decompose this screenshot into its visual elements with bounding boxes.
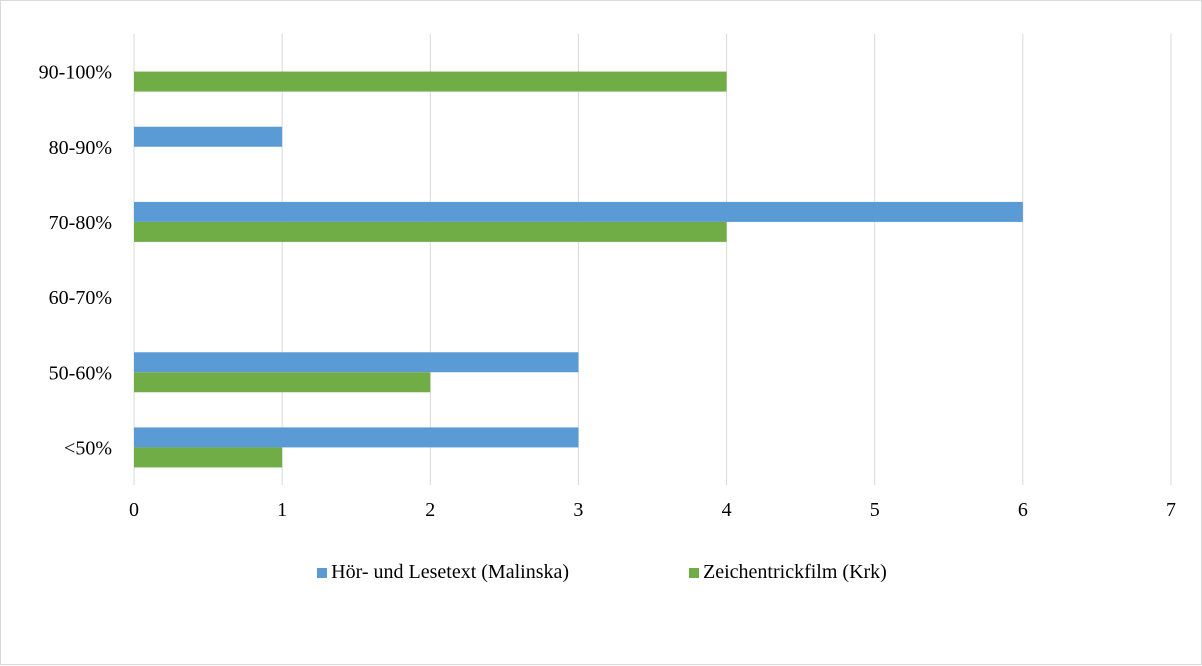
x-tick-label: 6 bbox=[1018, 499, 1028, 521]
y-axis-categories: <50% 50-60% 60-70% 70-80% 80-90% 90-100% bbox=[39, 62, 112, 460]
category-label: <50% bbox=[64, 437, 112, 459]
legend-item-series-1[interactable]: Hör- und Lesetext (Malinska) bbox=[317, 561, 569, 584]
x-tick-label: 1 bbox=[277, 499, 287, 521]
bar-series-2[interactable] bbox=[134, 71, 727, 92]
bar-series-1[interactable] bbox=[134, 201, 1023, 222]
x-axis-ticks: 0 1 2 3 4 5 6 7 bbox=[129, 499, 1176, 521]
x-tick-label: 3 bbox=[573, 499, 583, 521]
category-label: 70-80% bbox=[49, 212, 112, 234]
legend-item-series-2[interactable]: Zeichentrickfilm (Krk) bbox=[689, 561, 887, 584]
legend-label-series-2: Zeichentrickfilm (Krk) bbox=[703, 561, 887, 583]
bar-series-1[interactable] bbox=[134, 126, 283, 147]
category-label: 60-70% bbox=[49, 287, 112, 309]
category-label: 90-100% bbox=[39, 62, 112, 84]
bar-series-2[interactable] bbox=[134, 221, 727, 242]
x-tick-label: 7 bbox=[1166, 499, 1176, 521]
x-tick-label: 4 bbox=[722, 499, 732, 521]
category-label: 50-60% bbox=[49, 362, 112, 384]
legend-swatch-series-1 bbox=[317, 567, 328, 578]
bars bbox=[134, 71, 1023, 468]
x-tick-label: 2 bbox=[425, 499, 435, 521]
bar-series-2[interactable] bbox=[134, 447, 283, 468]
bar-series-2[interactable] bbox=[134, 372, 431, 393]
x-tick-label: 5 bbox=[870, 499, 880, 521]
legend: Hör- und Lesetext (Malinska) Zeichentric… bbox=[1, 561, 1202, 584]
gridlines bbox=[133, 34, 1172, 485]
category-label: 80-90% bbox=[49, 137, 112, 159]
bar-series-1[interactable] bbox=[134, 352, 579, 373]
bar-series-1[interactable] bbox=[134, 427, 579, 448]
legend-swatch-series-2 bbox=[689, 567, 700, 578]
legend-label-series-1: Hör- und Lesetext (Malinska) bbox=[331, 561, 570, 583]
x-tick-label: 0 bbox=[129, 499, 139, 521]
